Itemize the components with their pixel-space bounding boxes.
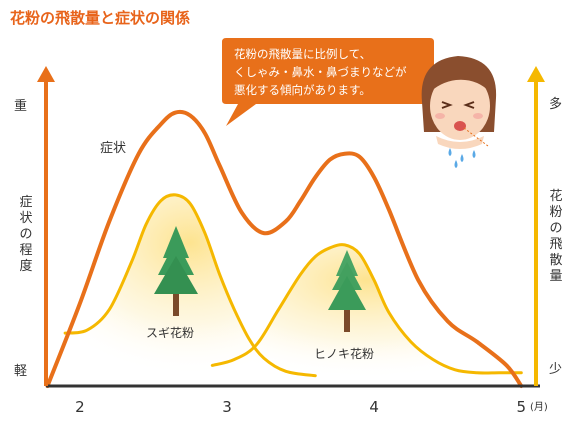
cedar-tree-icon bbox=[154, 226, 198, 316]
x-tick-label: 5 bbox=[517, 398, 527, 416]
left-axis-label: 症状の程度 bbox=[19, 195, 32, 274]
series-label-sugi: スギ花粉 bbox=[146, 325, 194, 340]
left-axis-top-label: 重 bbox=[14, 98, 27, 114]
callout-line-1: 花粉の飛散量に比例して、 bbox=[234, 47, 371, 61]
left-vert-text: 症状の程度 bbox=[19, 195, 32, 274]
sneezing-woman-icon bbox=[421, 56, 497, 168]
axes bbox=[37, 66, 545, 388]
x-axis-unit: (月) bbox=[530, 401, 548, 413]
series-label-hinoki: ヒノキ花粉 bbox=[314, 346, 374, 361]
chart-title: 花粉の飛散量と症状の関係 bbox=[10, 9, 190, 27]
cypress-tree-icon bbox=[328, 250, 366, 332]
x-tick-labels: 2 3 4 5 bbox=[75, 398, 526, 416]
series-sugi-line bbox=[63, 193, 317, 378]
right-axis-bottom-label: 少 bbox=[549, 362, 562, 377]
callout-line-3: 悪化する傾向があります。 bbox=[234, 83, 371, 97]
callout-line-2: くしゃみ・鼻水・鼻づまりなどが bbox=[234, 65, 407, 79]
pollen-glow-areas bbox=[65, 194, 522, 386]
series-label-symptom: 症状 bbox=[100, 141, 126, 156]
left-axis-bottom-label: 軽 bbox=[14, 364, 27, 379]
left-axis-arrow-icon bbox=[37, 66, 55, 82]
right-vert-text: 花粉の飛散量 bbox=[549, 188, 562, 284]
pollen-glow-hinoki bbox=[212, 244, 522, 386]
right-axis-top-label: 多 bbox=[549, 96, 562, 112]
chart-curves bbox=[45, 109, 524, 388]
series-symptom-line bbox=[45, 109, 524, 388]
x-tick-label: 4 bbox=[369, 398, 379, 416]
right-axis-arrow-icon bbox=[527, 66, 545, 82]
callout-bubble: 花粉の飛散量に比例して、 くしゃみ・鼻水・鼻づまりなどが 悪化する傾向があります… bbox=[222, 38, 434, 126]
x-tick-label: 2 bbox=[75, 398, 85, 416]
series-hinoki-line bbox=[210, 243, 523, 375]
x-tick-label: 3 bbox=[222, 398, 232, 416]
right-axis-label: 花粉の飛散量 bbox=[549, 188, 562, 284]
